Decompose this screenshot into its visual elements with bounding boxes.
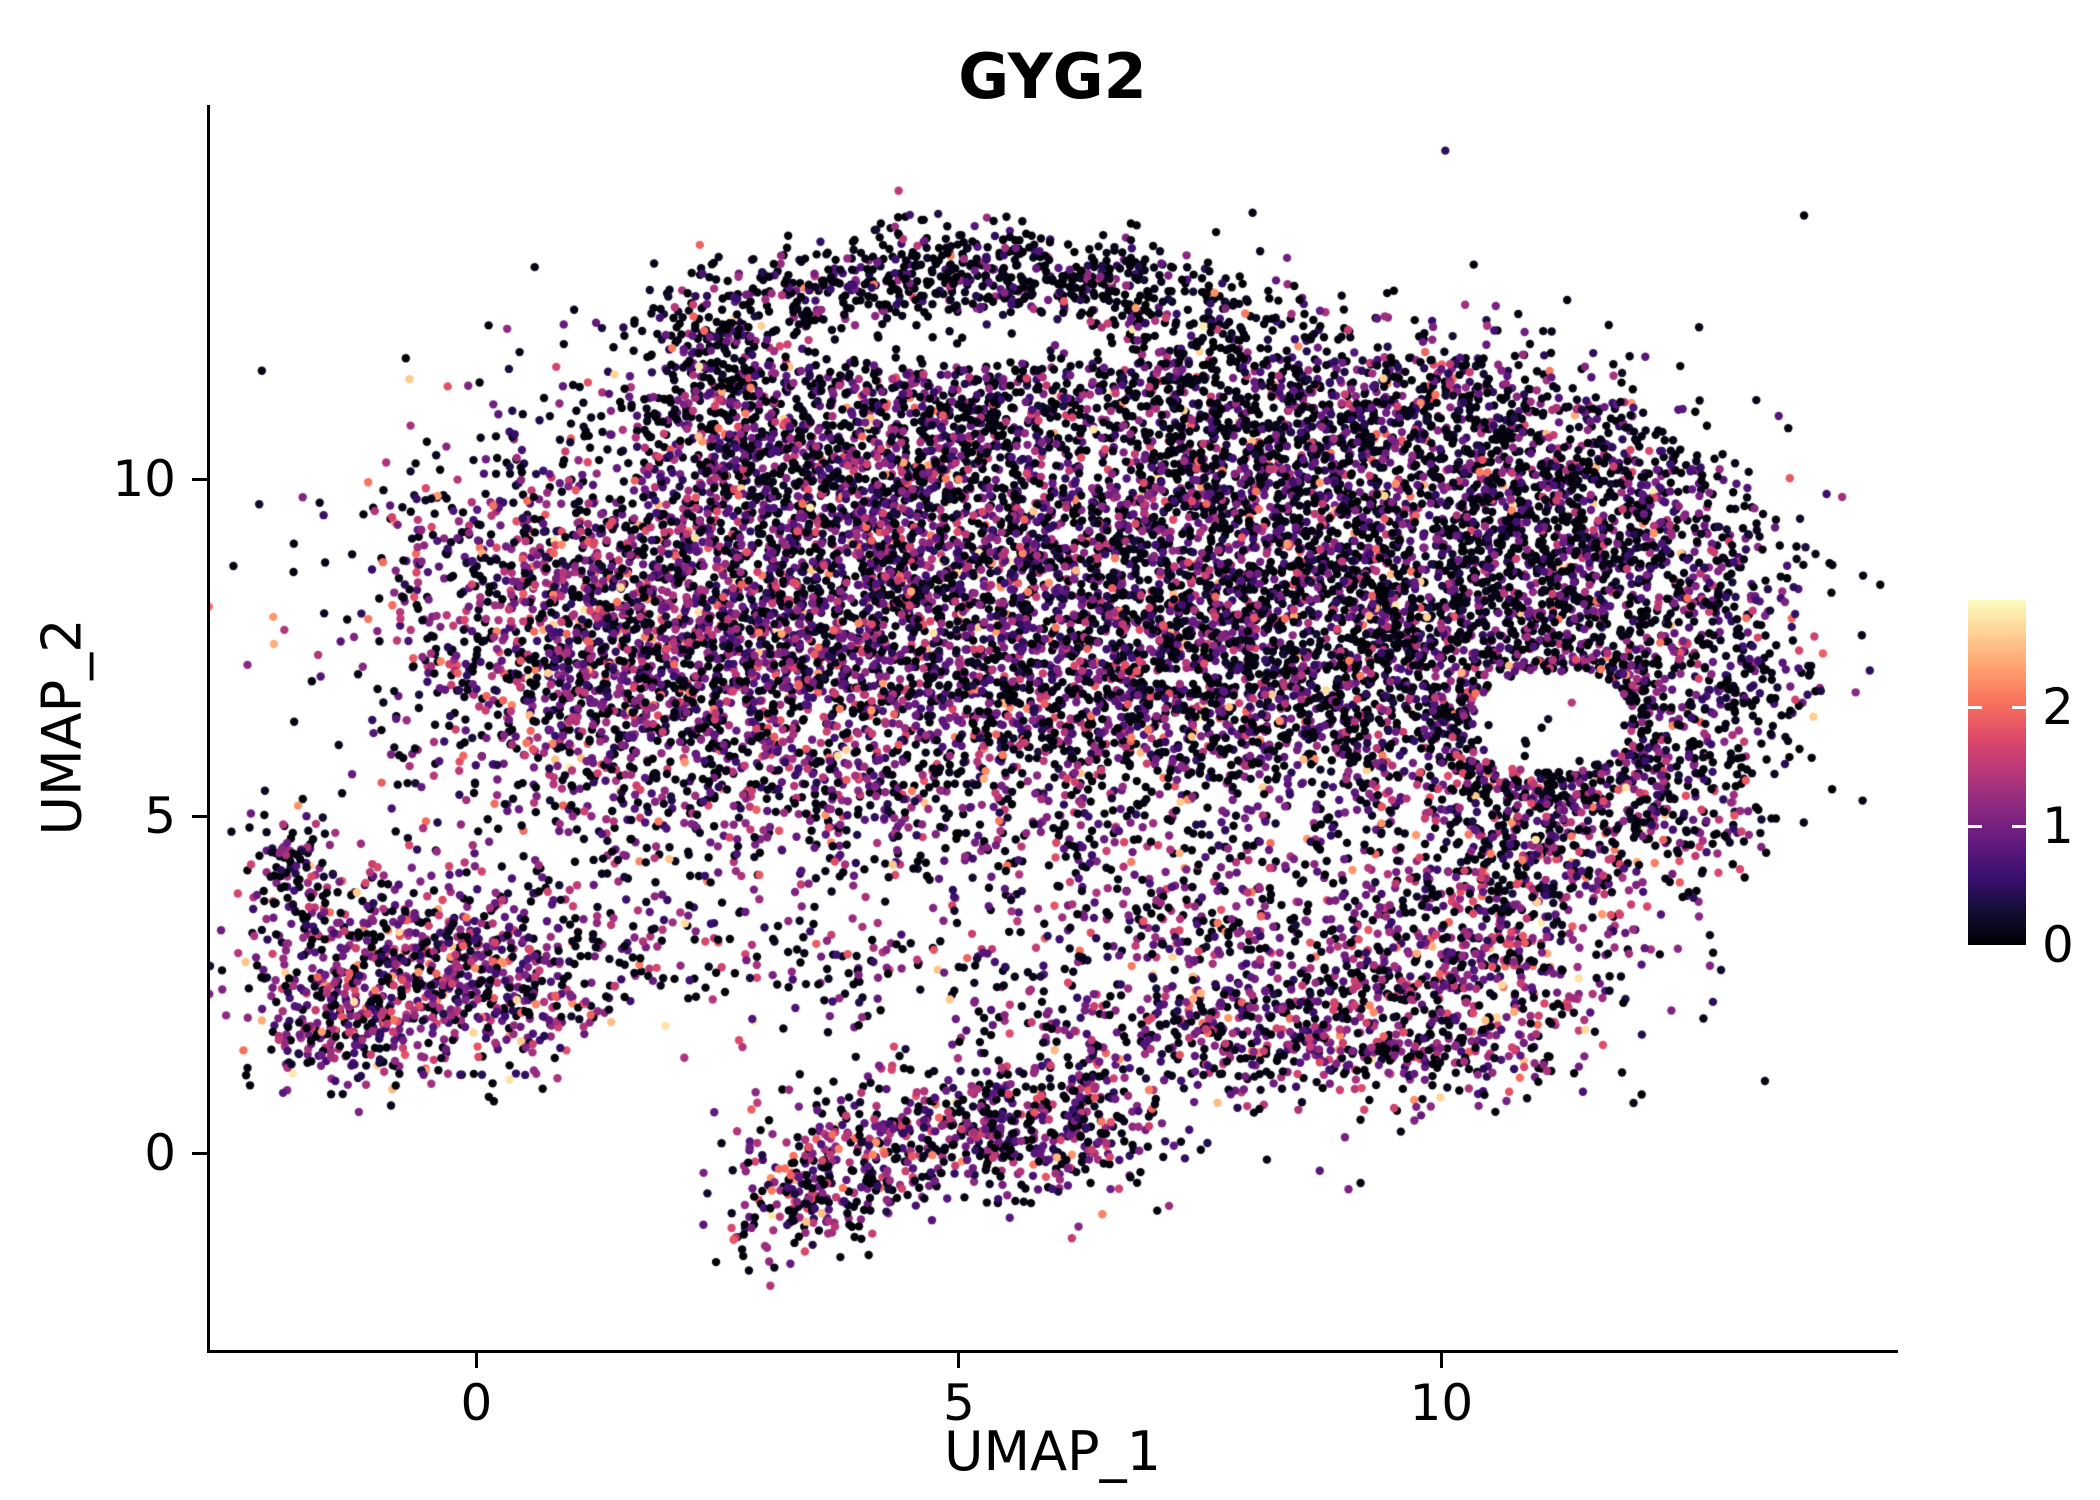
y-axis-tick-label: 5 — [144, 787, 176, 846]
colorbar-tick-mark — [2012, 705, 2026, 709]
x-axis-tick-label: 5 — [942, 1374, 975, 1432]
colorbar-gradient — [1968, 600, 2026, 945]
x-axis-tick-label: 10 — [1409, 1374, 1474, 1432]
scatter-points-canvas — [210, 105, 1895, 1350]
y-axis-tick-mark — [192, 477, 207, 481]
y-axis-line — [207, 105, 210, 1353]
colorbar-tick-mark — [1968, 824, 1982, 828]
x-axis-tick-mark — [957, 1353, 961, 1368]
y-axis-tick-label: 10 — [112, 450, 176, 509]
colorbar-tick-label: 2 — [2042, 678, 2074, 737]
colorbar-tick-mark — [1968, 705, 1982, 709]
plot-title: GYG2 — [958, 40, 1147, 113]
y-axis-tick-mark — [192, 1151, 207, 1155]
x-axis-line — [207, 1350, 1898, 1353]
colorbar-tick-mark — [2012, 824, 2026, 828]
x-axis-title: UMAP_1 — [944, 1420, 1161, 1483]
y-axis-tick-mark — [192, 814, 207, 818]
colorbar-tick-label: 1 — [2042, 797, 2074, 856]
colorbar-tick-label: 0 — [2042, 916, 2074, 974]
x-axis-tick-mark — [1439, 1353, 1443, 1368]
x-axis-tick-label: 0 — [460, 1374, 493, 1432]
y-axis-tick-label: 0 — [144, 1124, 176, 1183]
plot-panel — [210, 105, 1895, 1350]
x-axis-tick-mark — [474, 1353, 478, 1368]
